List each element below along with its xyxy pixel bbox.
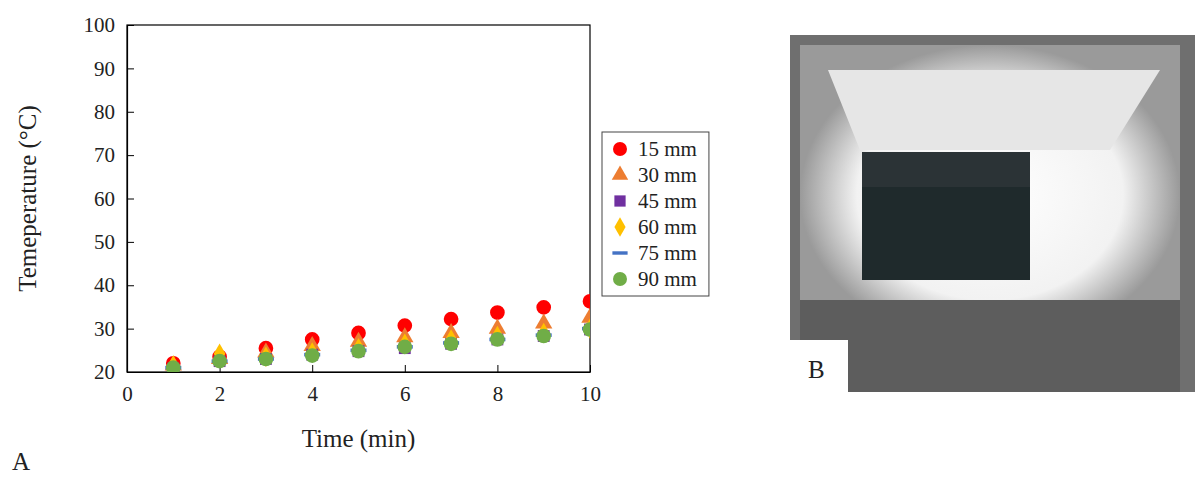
series (167, 324, 590, 372)
plot-frame (127, 25, 590, 372)
tick-label: 10 (580, 382, 601, 406)
series (166, 322, 590, 372)
tick-label: 90 (94, 57, 115, 81)
tick-label: 60 (94, 187, 115, 211)
figure: 0 2 4 6 8 10 20 30 40 50 60 70 80 90 100 Time (min) Teme… (0, 0, 1198, 482)
panel-label: A (12, 448, 30, 475)
point (583, 294, 590, 309)
tick-mark (127, 285, 134, 286)
photo-inner (862, 152, 1030, 280)
tick-mark (405, 365, 406, 372)
legend-marker (613, 142, 627, 156)
tick: 2 (215, 365, 226, 406)
tick-label: 8 (493, 382, 504, 406)
tick-mark (312, 365, 313, 372)
tick: 30 (94, 317, 134, 341)
legend-label: 45 mm (638, 189, 697, 213)
series (165, 308, 590, 371)
point (212, 354, 227, 369)
tick-mark (127, 329, 134, 330)
photo: B (790, 35, 1195, 392)
tick-mark (590, 365, 591, 372)
tick-label: 20 (94, 360, 115, 384)
tick-label: 80 (94, 100, 115, 124)
tick: 4 (307, 365, 318, 406)
tick-mark (127, 68, 134, 69)
tick: 50 (94, 230, 134, 254)
y-axis: 20 30 40 50 60 70 80 90 100 (84, 13, 135, 384)
y-axis-title: Temeperature (°C) (14, 105, 42, 292)
series (166, 294, 590, 371)
legend-box (602, 132, 709, 296)
tick: 60 (94, 187, 134, 211)
x-axis: 0 2 4 6 8 10 (122, 365, 601, 406)
x-axis-title: Time (min) (302, 425, 416, 453)
tick: 100 (84, 13, 135, 37)
tick-mark (127, 199, 134, 200)
point (397, 339, 412, 354)
point (583, 322, 590, 337)
legend-marker (614, 195, 625, 206)
tick: 70 (94, 143, 134, 167)
point (490, 305, 505, 320)
tick-label: 4 (307, 382, 318, 406)
legend: 15 mm30 mm45 mm60 mm75 mm90 mm (602, 132, 709, 296)
legend-marker (612, 165, 628, 179)
panel-label-bg (790, 340, 848, 392)
series (165, 327, 590, 370)
point (444, 336, 459, 351)
tick-mark (497, 365, 498, 372)
tick-label: 2 (215, 382, 226, 406)
tick: 40 (94, 273, 134, 297)
tick-label: 70 (94, 143, 115, 167)
tick-mark (127, 242, 134, 243)
legend-label: 30 mm (638, 163, 697, 187)
legend-marker (612, 251, 627, 254)
photo-background (790, 35, 1195, 392)
tick: 80 (94, 100, 134, 124)
tick-label: 30 (94, 317, 115, 341)
plot-area (165, 294, 590, 372)
legend-marker (614, 217, 625, 236)
point (581, 308, 590, 323)
point (259, 352, 274, 367)
tick-label: 6 (400, 382, 411, 406)
photo-inner-shade (862, 152, 1030, 187)
point (305, 348, 320, 363)
point (490, 332, 505, 347)
legend-label: 60 mm (638, 215, 697, 239)
tick: 20 (94, 360, 134, 384)
point (351, 344, 366, 359)
legend-label: 15 mm (638, 137, 697, 161)
tick-mark (127, 25, 134, 26)
tick-mark (127, 372, 134, 373)
legend-marker (613, 272, 627, 286)
tick-label: 0 (122, 382, 133, 406)
tick-label: 50 (94, 230, 115, 254)
tick: 90 (94, 57, 134, 81)
series (167, 318, 590, 372)
axis-line (128, 372, 591, 373)
tick: 8 (493, 365, 504, 406)
tick: 10 (580, 365, 601, 406)
photo-floor (800, 300, 1180, 392)
legend-label: 90 mm (638, 267, 697, 291)
tick-label: 100 (84, 13, 116, 37)
panel-label: B (808, 356, 825, 383)
point (166, 360, 181, 372)
legend-label: 75 mm (638, 241, 697, 265)
tick-mark (127, 155, 134, 156)
tick-label: 40 (94, 273, 115, 297)
tick: 6 (400, 365, 411, 406)
point (536, 300, 551, 315)
tick-mark (127, 112, 134, 113)
point (536, 329, 551, 344)
photo-bevel (828, 70, 1160, 150)
